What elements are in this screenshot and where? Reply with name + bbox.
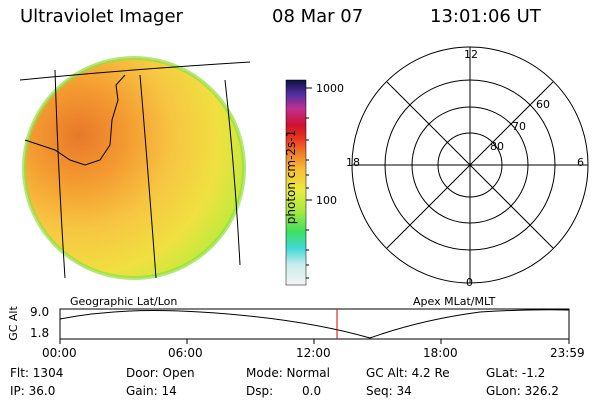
mlt-label-18: 18 [346, 156, 360, 169]
status-dsp-label: Dsp: [246, 384, 274, 398]
polar-plot [351, 46, 589, 284]
observation-time: 13:01:06 UT [430, 6, 541, 27]
mlt-label-12: 12 [464, 48, 478, 61]
timeline-xtick-1200: 12:00 [296, 346, 331, 360]
timeline-ylabel: GC Alt [6, 306, 20, 341]
colorbar-tick-100: 100 [316, 194, 337, 207]
status-flt: Flt: 1304 [10, 366, 64, 380]
status-mode: Mode: Normal [246, 366, 330, 380]
colorbar [285, 79, 312, 286]
timeline-xtick-2359: 23:59 [550, 346, 585, 360]
lat-label-70: 70 [512, 120, 526, 133]
timeline-ytick-1-8: 1.8 [30, 326, 50, 340]
observation-date: 08 Mar 07 [272, 6, 364, 27]
image-caption: Geographic Lat/Lon [70, 295, 178, 308]
timeline-xtick-0000: 00:00 [42, 346, 77, 360]
status-gain: Gain: 14 [126, 384, 177, 398]
timeline-xtick-0600: 06:00 [168, 346, 203, 360]
mlt-label-0: 0 [466, 276, 473, 289]
colorbar-units: photon cm-2s-1 [284, 129, 298, 225]
mlt-label-6: 6 [577, 156, 584, 169]
status-gc-alt: GC Alt: 4.2 Re [366, 366, 450, 380]
altitude-timeline [59, 308, 570, 344]
status-dsp-value: 0.0 [302, 384, 322, 398]
lat-label-60: 60 [536, 98, 550, 111]
polar-caption: Apex MLat/MLT [413, 295, 496, 308]
status-ip: IP: 36.0 [10, 384, 56, 398]
status-door: Door: Open [126, 366, 195, 380]
timeline-ytick-9: 9.0 [30, 305, 50, 319]
lat-label-80: 80 [490, 140, 504, 153]
timeline-xtick-1800: 18:00 [423, 346, 458, 360]
status-seq: Seq: 34 [366, 384, 412, 398]
status-glat: GLat: -1.2 [486, 366, 546, 380]
status-glon: GLon: 326.2 [486, 384, 559, 398]
instrument-title: Ultraviolet Imager [20, 6, 183, 27]
colorbar-tick-1000: 1000 [316, 82, 344, 95]
uv-earth-image [19, 56, 251, 280]
